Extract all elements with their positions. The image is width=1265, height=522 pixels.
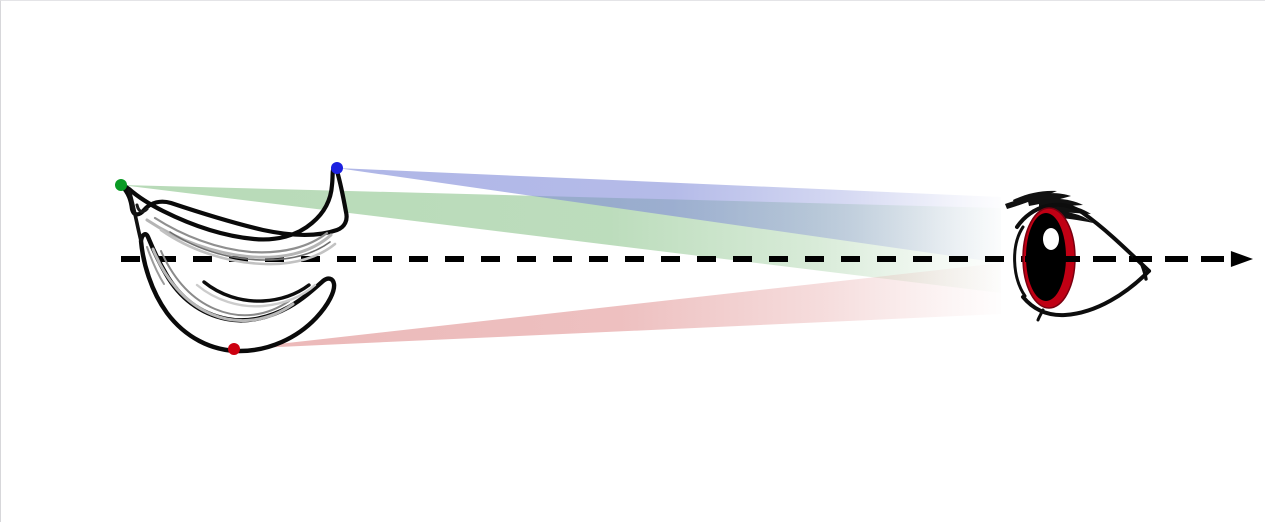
eye-outer-arc [1013,225,1027,298]
blue-cone [337,168,1001,263]
banana-upper-ridge-4 [169,231,331,261]
marker-points [115,162,343,355]
banana-lower-ridge-2 [160,250,290,317]
banana-stem-notch [135,203,149,214]
axis-label: optical-axis [5,49,55,60]
red-point-label: bottom banana point [5,91,96,102]
blue-point[interactable] [331,162,343,174]
banana-lower-ridge-1 [151,247,295,323]
eye-label: eye [5,35,22,46]
eye [1005,190,1151,322]
banana-inner-left-1 [146,246,165,285]
red-point[interactable] [228,343,240,355]
banana-lower-ridge-3 [195,283,317,308]
object-label: banana-bunch [5,21,69,32]
eye-highlight [1043,228,1059,250]
banana-left-contour [127,188,143,243]
banana-upper-ridge-3 [159,228,337,266]
green-point-label: top-left stem point [5,63,85,74]
figure-title: Perspective projection of a banana onto … [5,7,214,18]
banana-lower-ridge-highlight [202,280,311,303]
eye-lower-corner-tick [1036,308,1045,322]
eye-lower-lid [1021,269,1151,318]
red-cone [234,263,1001,349]
green-point[interactable] [115,179,127,191]
eye-upper-lid [1015,202,1151,273]
banana-bunch [118,165,349,354]
blue-point-label: top banana tip point [5,77,93,88]
eyelash-6 [1055,211,1093,223]
optical-axis-arrowhead [1230,250,1253,268]
banana-upper-ridge-2 [153,216,329,254]
